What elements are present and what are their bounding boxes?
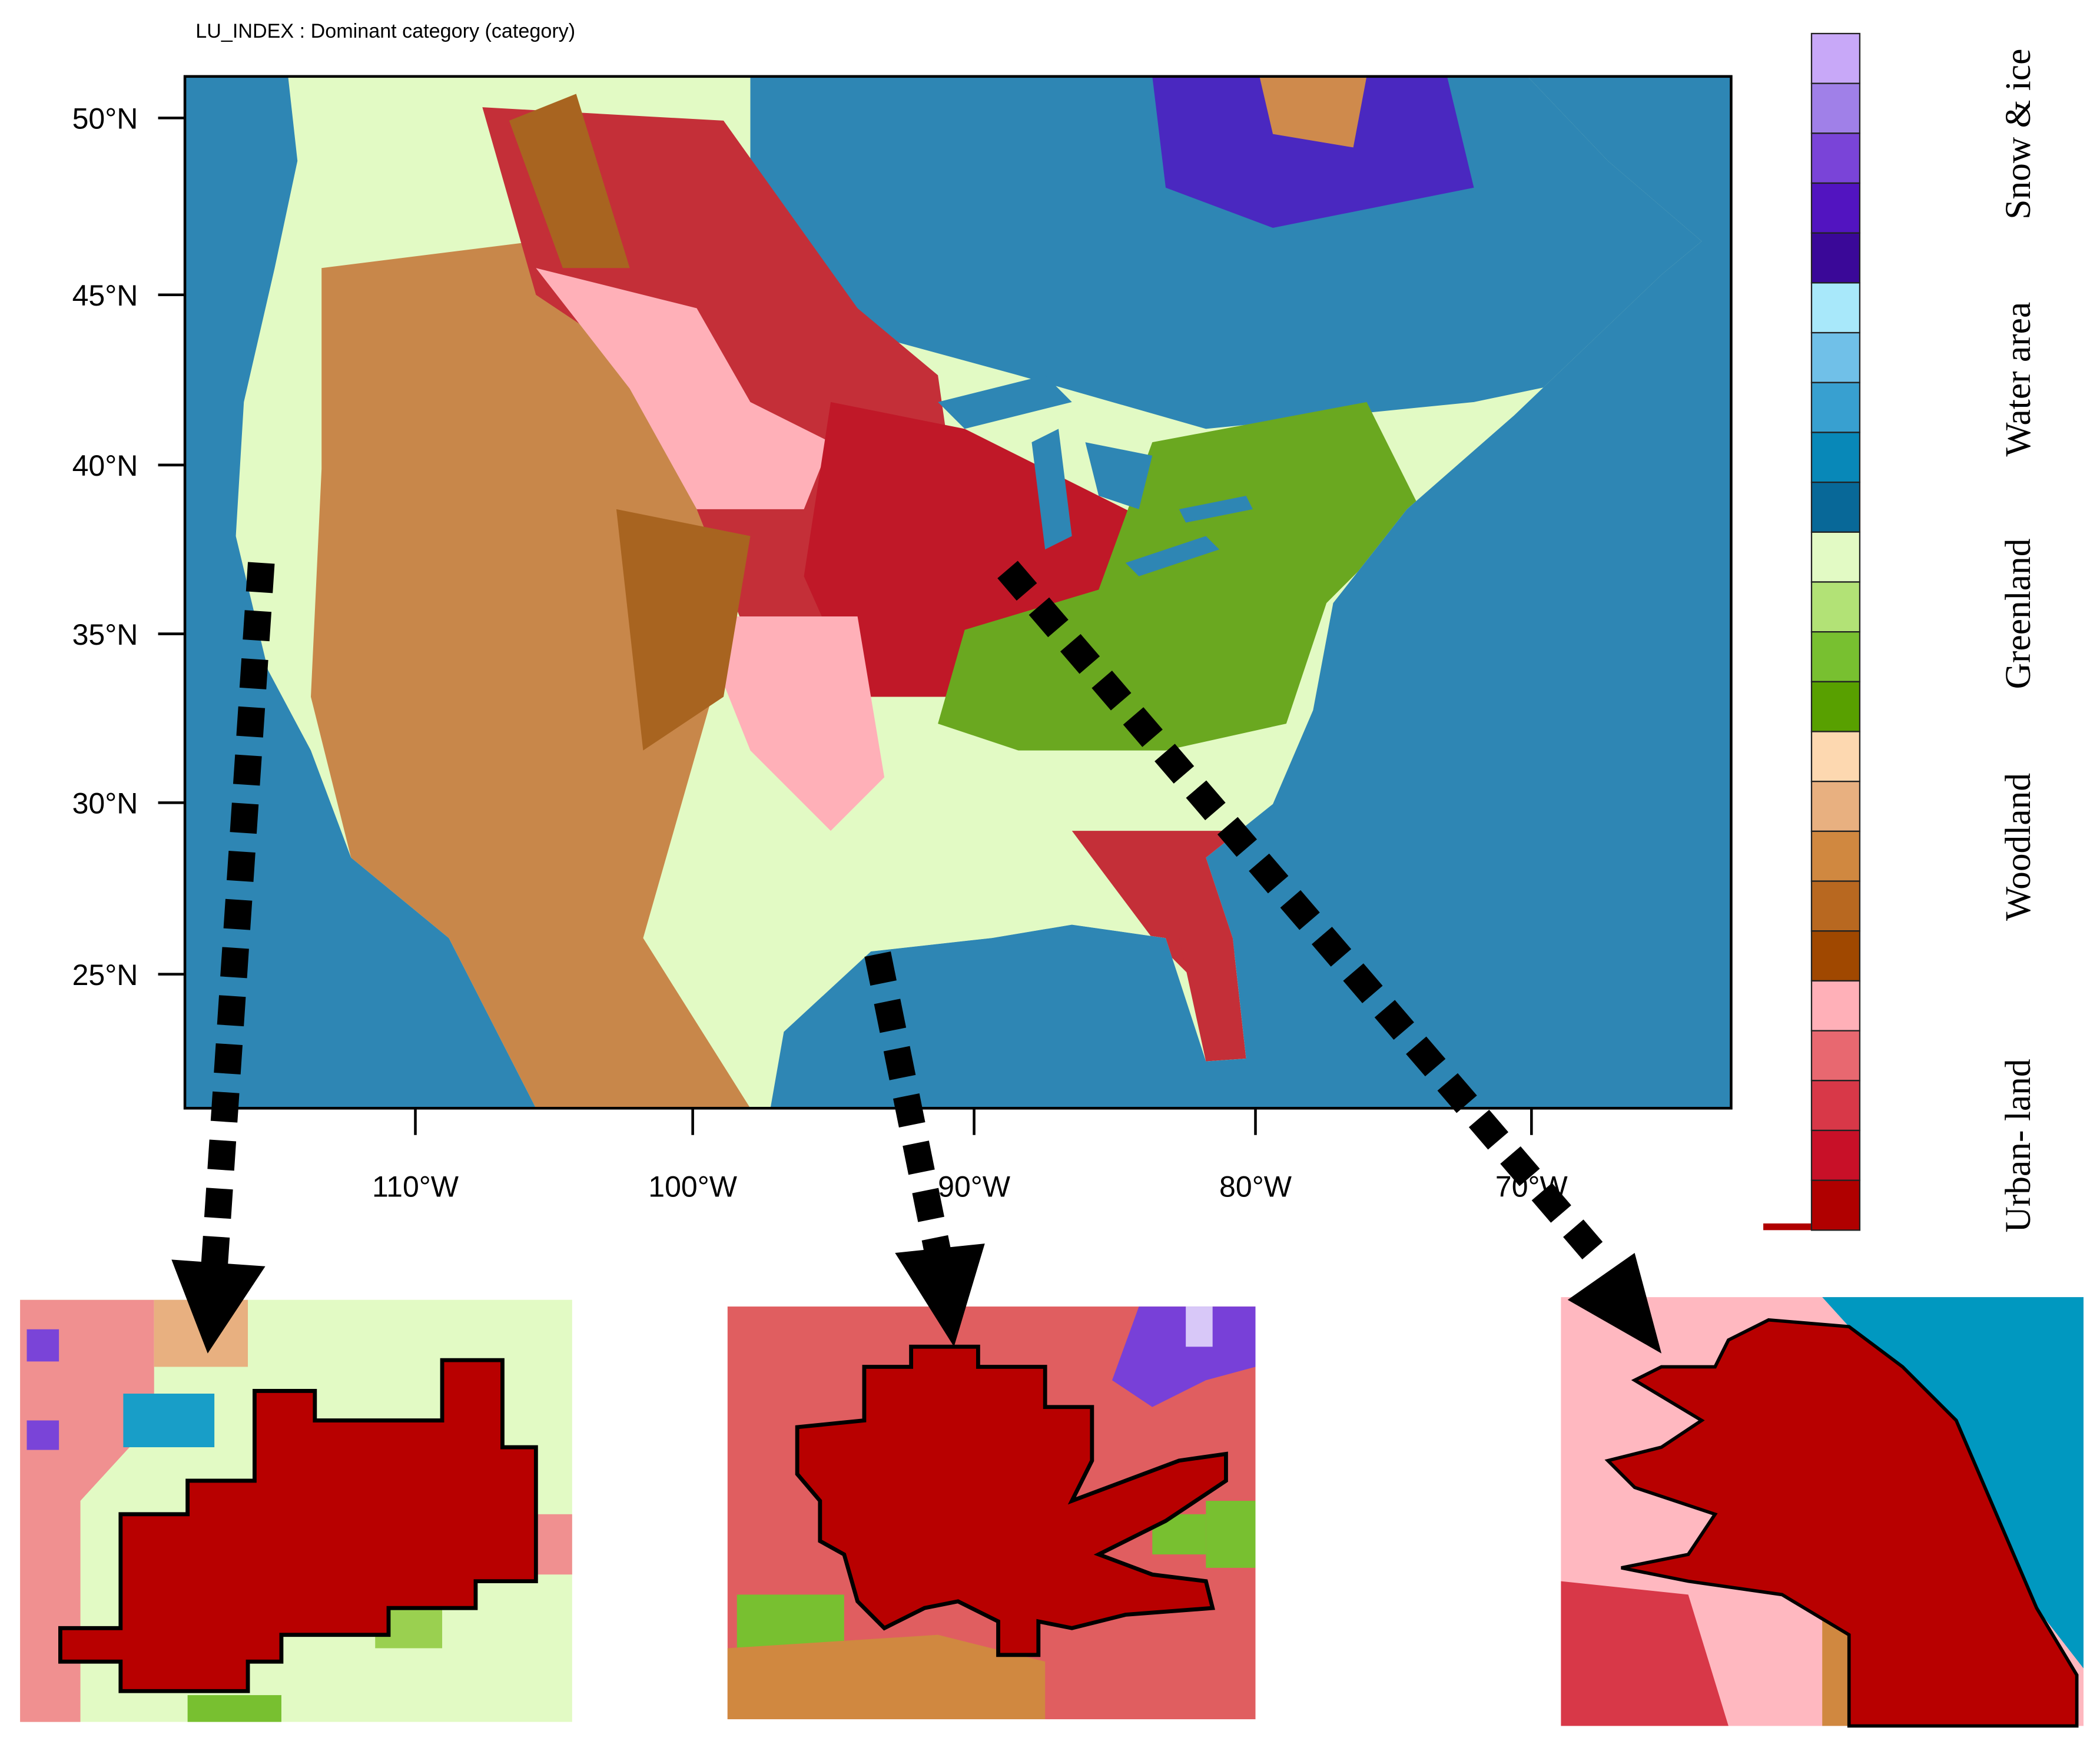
colorbar-swatch [1810, 32, 1861, 84]
colorbar-swatch [1810, 930, 1861, 982]
legend-label: Snow & ice [1998, 49, 2038, 220]
inset-middle [727, 1306, 1256, 1720]
colorbar-swatch [1810, 232, 1861, 284]
lat-label: 45°N [72, 279, 138, 312]
colorbar-swatch [1810, 331, 1861, 383]
lon-label: 90°W [938, 1170, 1011, 1203]
map-title: LU_INDEX : Dominant category (category) [195, 20, 575, 42]
colorbar-swatch [1810, 382, 1861, 433]
colorbar-swatch [1810, 880, 1861, 932]
colorbar-swatch [1810, 980, 1861, 1032]
colorbar-swatch [1810, 581, 1861, 633]
colorbar-swatch [1810, 1129, 1861, 1181]
lat-label: 50°N [72, 102, 138, 135]
colorbar-swatch [1810, 481, 1861, 533]
colorbar-swatch [1810, 1080, 1861, 1132]
lon-label: 100°W [648, 1170, 738, 1203]
map [183, 75, 1733, 1110]
legend-label: Water area [1998, 302, 2038, 457]
colorbar-swatch [1810, 781, 1861, 833]
arrows [171, 561, 1662, 1354]
colorbar-swatch [1810, 681, 1861, 732]
legend-label: Woodland [1998, 773, 2038, 921]
great-lakes [938, 375, 1253, 576]
colorbar-swatch [1810, 432, 1861, 483]
colorbar-swatch [1810, 731, 1861, 782]
colorbar-end [1763, 1223, 1812, 1231]
lon-label: 80°W [1219, 1170, 1292, 1203]
lat-label: 40°N [72, 449, 138, 482]
colorbar-swatch [1810, 182, 1861, 234]
colorbar-swatch [1810, 1179, 1861, 1231]
lat-label: 35°N [72, 618, 138, 651]
map-frame [183, 75, 1733, 1110]
lat-axis: 50°N 45°N 40°N 35°N 30°N 25°N [72, 102, 185, 991]
colorbar-swatch [1810, 1030, 1861, 1082]
colorbar-swatch [1810, 282, 1861, 334]
lon-axis: 110°W 100°W 90°W 80°W 70°W [372, 1108, 1568, 1203]
legend-labels: Snow & ice Water area Greenland Woodland Urb… [1998, 49, 2038, 1233]
colorbar [1763, 32, 1861, 1231]
legend-label: Urban- land [1998, 1059, 2038, 1232]
colorbar-swatch [1810, 132, 1861, 184]
legend-label: Greenland [1998, 539, 2038, 689]
colorbar-swatch [1810, 531, 1861, 583]
inset-left [20, 1299, 572, 1722]
inset-right [1561, 1297, 2084, 1728]
colorbar-swatch [1810, 82, 1861, 134]
lon-label: 110°W [372, 1170, 459, 1203]
colorbar-swatch [1810, 631, 1861, 682]
colorbar-swatch [1810, 830, 1861, 882]
lat-label: 30°N [72, 787, 138, 820]
lat-label: 25°N [72, 959, 138, 991]
